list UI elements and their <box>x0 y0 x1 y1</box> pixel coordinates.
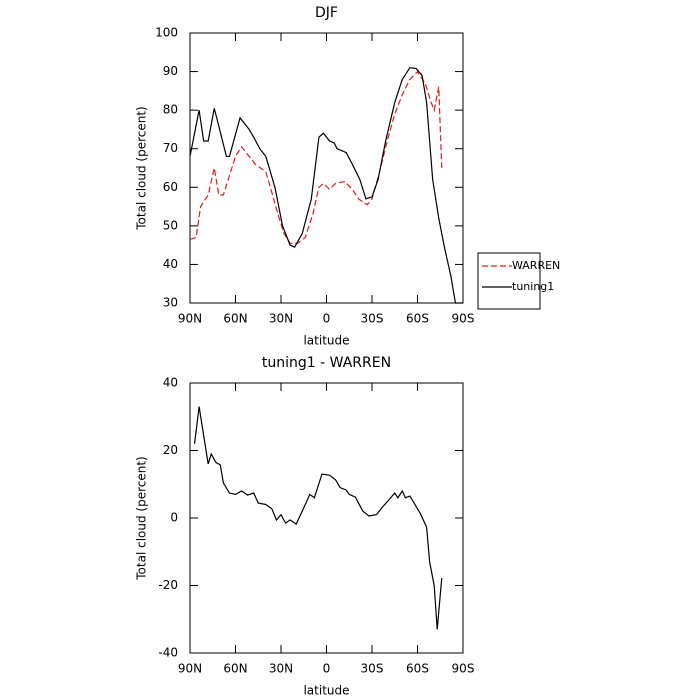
x-tick-label: 60S <box>406 312 429 326</box>
x-tick-label: 0 <box>323 662 331 676</box>
y-tick-label: 70 <box>163 141 178 155</box>
plot-frame <box>189 32 464 304</box>
x-tick-label: 0 <box>323 312 331 326</box>
x-tick-label: 90N <box>178 662 202 676</box>
x-tick-label: 60N <box>223 662 247 676</box>
y-tick-label: 20 <box>163 443 178 457</box>
x-tick-label: 30S <box>361 662 384 676</box>
x-tick-label: 30N <box>269 662 293 676</box>
x-tick-label: 60S <box>406 662 429 676</box>
legend-label: tuning1 <box>512 280 554 293</box>
data-line <box>189 70 443 244</box>
data-line <box>193 406 443 630</box>
y-tick-label: -40 <box>158 646 178 660</box>
y-tick-label: 60 <box>163 180 178 194</box>
x-tick-label: 30N <box>269 312 293 326</box>
x-tick-label: 90N <box>178 312 202 326</box>
y-tick-label: 30 <box>163 296 178 310</box>
y-tick-label: -20 <box>158 578 178 592</box>
legend-label: WARREN <box>512 259 560 272</box>
y-axis-label: Total cloud (percent) <box>135 106 149 230</box>
legend-box <box>477 252 541 310</box>
y-tick-label: 40 <box>163 257 178 271</box>
y-tick-label: 40 <box>163 376 178 390</box>
y-axis-label: Total cloud (percent) <box>135 456 149 580</box>
y-tick-label: 50 <box>163 218 178 232</box>
x-axis-label: latitude <box>303 684 349 698</box>
x-tick-label: 30S <box>361 312 384 326</box>
x-tick-label: 60N <box>223 312 247 326</box>
y-tick-label: 0 <box>170 511 178 525</box>
x-tick-label: 90S <box>452 312 475 326</box>
x-tick-label: 90S <box>452 662 475 676</box>
data-line <box>189 67 463 304</box>
y-tick-label: 100 <box>155 26 178 40</box>
y-tick-label: 90 <box>163 64 178 78</box>
x-axis-label: latitude <box>303 334 349 348</box>
chart-title: DJF <box>315 5 338 21</box>
chart-title: tuning1 - WARREN <box>262 355 391 371</box>
y-tick-label: 80 <box>163 103 178 117</box>
